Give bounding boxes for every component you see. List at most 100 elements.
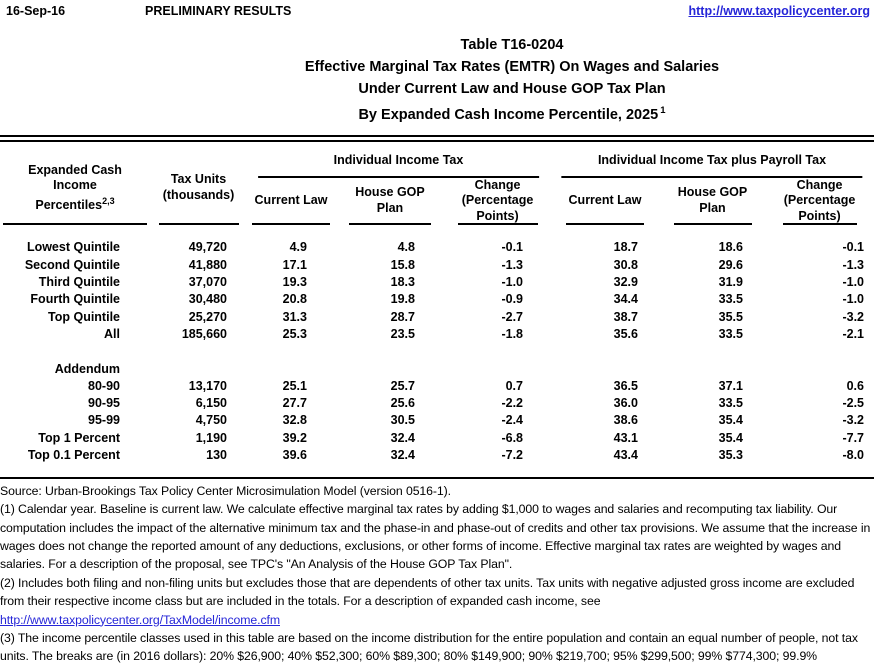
cell-payroll-house-gop-plan: 35.4 xyxy=(718,430,743,445)
cell-iit-house-gop-plan: 4.8 xyxy=(397,240,415,255)
cell-payroll-change: 0.6 xyxy=(846,378,864,393)
column-header-iit-change: Change (Percentage Points) xyxy=(445,178,550,234)
cell-payroll-change: -3.2 xyxy=(842,309,864,324)
page-header-bar: 16-Sep-16 PRELIMINARY RESULTS http://www… xyxy=(0,0,874,20)
table-row: 80-90 13,170 25.1 25.7 0.7 36.5 37.1 0.6 xyxy=(0,377,874,394)
cell-tax-units: 130 xyxy=(206,448,227,463)
cell-tax-units: 6,150 xyxy=(195,396,227,411)
cell-payroll-change: -1.0 xyxy=(842,275,864,290)
cell-iit-current-law: 4.9 xyxy=(289,240,307,255)
cell-payroll-change: -3.2 xyxy=(842,413,864,428)
row-label: Lowest Quintile xyxy=(26,240,120,255)
cell-tax-units: 37,070 xyxy=(188,275,227,290)
cell-payroll-current-law: 38.7 xyxy=(613,309,638,324)
row-label: Top Quintile xyxy=(48,309,120,324)
cell-iit-house-gop-plan: 23.5 xyxy=(390,326,415,341)
cell-payroll-house-gop-plan: 33.5 xyxy=(718,396,743,411)
cell-payroll-change: -2.5 xyxy=(842,396,864,411)
cell-tax-units: 41,880 xyxy=(188,257,227,272)
group-header-individual-income-tax: Individual Income Tax xyxy=(247,142,550,178)
title-line-subject: Effective Marginal Tax Rates (EMTR) On W… xyxy=(304,59,720,75)
cell-iit-change: -2.2 xyxy=(501,396,523,411)
table-row: Lowest Quintile 49,720 4.9 4.8 -0.1 18.7… xyxy=(0,239,874,256)
cell-payroll-current-law: 34.4 xyxy=(613,292,638,307)
cell-iit-current-law: 20.8 xyxy=(282,292,307,307)
cell-iit-change: -6.8 xyxy=(501,430,523,445)
table-header: Expanded Cash Income Percentiles2,3 Tax … xyxy=(0,142,874,234)
header-underline xyxy=(349,222,431,225)
cell-payroll-change: -0.1 xyxy=(842,240,864,255)
cell-payroll-change: -2.1 xyxy=(842,326,864,341)
table-bottom-divider xyxy=(0,476,874,479)
cell-iit-current-law: 39.6 xyxy=(282,448,307,463)
title-line-plans: Under Current Law and House GOP Tax Plan xyxy=(358,81,666,97)
spacer-row xyxy=(0,343,874,360)
title-line-percentile-year: By Expanded Cash Income Percentile, 2025… xyxy=(358,105,666,123)
row-label: 80-90 xyxy=(88,378,120,393)
footnote-2: (2) Includes both filing and non-filing … xyxy=(0,575,855,609)
cell-iit-house-gop-plan: 28.7 xyxy=(390,309,415,324)
cell-iit-house-gop-plan: 30.5 xyxy=(390,413,415,428)
cell-payroll-current-law: 38.6 xyxy=(613,413,638,428)
column-header-payroll-house-gop-plan: House GOP Plan xyxy=(660,178,765,234)
cell-iit-current-law: 19.3 xyxy=(282,275,307,290)
cell-payroll-change: -8.0 xyxy=(842,448,864,463)
header-underline xyxy=(673,222,752,225)
cell-payroll-house-gop-plan: 33.5 xyxy=(718,326,743,341)
cell-iit-change: -2.4 xyxy=(501,413,523,428)
cell-payroll-house-gop-plan: 29.6 xyxy=(718,257,743,272)
cell-tax-units: 25,270 xyxy=(188,309,227,324)
cell-payroll-current-law: 30.8 xyxy=(613,257,638,272)
source-note: Source: Urban-Brookings Tax Policy Cente… xyxy=(0,483,451,498)
group-header-iit-plus-payroll-tax: Individual Income Tax plus Payroll Tax xyxy=(550,142,874,178)
cell-payroll-house-gop-plan: 18.6 xyxy=(718,240,743,255)
column-header-iit-current-law: Current Law xyxy=(247,178,335,234)
cell-iit-current-law: 17.1 xyxy=(282,257,307,272)
column-header-tax-units: Tax Units (thousands) xyxy=(150,142,247,234)
cell-iit-current-law: 25.3 xyxy=(282,326,307,341)
cell-tax-units: 185,660 xyxy=(181,326,227,341)
cell-iit-change: -0.9 xyxy=(501,292,523,307)
cell-tax-units: 49,720 xyxy=(188,240,227,255)
cell-payroll-house-gop-plan: 35.5 xyxy=(718,309,743,324)
footnotes: Source: Urban-Brookings Tax Policy Cente… xyxy=(0,482,874,666)
tpc-website-link[interactable]: http://www.taxpolicycenter.org xyxy=(688,4,870,18)
table-row: 90-95 6,150 27.7 25.6 -2.2 36.0 33.5 -2.… xyxy=(0,395,874,412)
cell-iit-house-gop-plan: 32.4 xyxy=(390,448,415,463)
cell-iit-current-law: 25.1 xyxy=(282,378,307,393)
cell-iit-house-gop-plan: 18.3 xyxy=(390,275,415,290)
table-row: Third Quintile 37,070 19.3 18.3 -1.0 32.… xyxy=(0,273,874,290)
cell-iit-house-gop-plan: 25.7 xyxy=(390,378,415,393)
cell-iit-current-law: 31.3 xyxy=(282,309,307,324)
cell-payroll-current-law: 32.9 xyxy=(613,275,638,290)
cell-iit-change: -2.7 xyxy=(501,309,523,324)
row-label: Top 0.1 Percent xyxy=(27,448,120,463)
income-definition-link[interactable]: http://www.taxpolicycenter.org/TaxModel/… xyxy=(0,612,280,627)
cell-payroll-house-gop-plan: 37.1 xyxy=(718,378,743,393)
cell-payroll-house-gop-plan: 35.4 xyxy=(718,413,743,428)
column-header-percentiles: Expanded Cash Income Percentiles2,3 xyxy=(0,142,150,234)
table-row: All 185,660 25.3 23.5 -1.8 35.6 33.5 -2.… xyxy=(0,325,874,342)
cell-iit-current-law: 39.2 xyxy=(282,430,307,445)
footnote-3: (3) The income percentile classes used i… xyxy=(0,630,858,664)
footnote-2-link-line: http://www.taxpolicycenter.org/TaxModel/… xyxy=(0,611,874,629)
title-footnote-marker: 1 xyxy=(660,105,666,116)
table-row: 95-99 4,750 32.8 30.5 -2.4 38.6 35.4 -3.… xyxy=(0,412,874,429)
cell-payroll-current-law: 36.0 xyxy=(613,396,638,411)
header-underline xyxy=(782,222,857,225)
table-row: Top 1 Percent 1,190 39.2 32.4 -6.8 43.1 … xyxy=(0,429,874,446)
cell-payroll-house-gop-plan: 33.5 xyxy=(718,292,743,307)
cell-payroll-current-law: 43.4 xyxy=(613,448,638,463)
table-row: Addendum xyxy=(0,360,874,377)
cell-payroll-change: -1.0 xyxy=(842,292,864,307)
column-header-payroll-current-law: Current Law xyxy=(550,178,660,234)
cell-iit-change: -1.8 xyxy=(501,326,523,341)
table-row: Fourth Quintile 30,480 20.8 19.8 -0.9 34… xyxy=(0,291,874,308)
cell-tax-units: 30,480 xyxy=(188,292,227,307)
cell-payroll-house-gop-plan: 35.3 xyxy=(718,448,743,463)
title-line-table-number: Table T16-0204 xyxy=(460,37,564,53)
group-underline xyxy=(561,175,863,178)
row-label: Top 1 Percent xyxy=(38,430,120,445)
row-label: 90-95 xyxy=(88,396,120,411)
cell-payroll-current-law: 35.6 xyxy=(613,326,638,341)
